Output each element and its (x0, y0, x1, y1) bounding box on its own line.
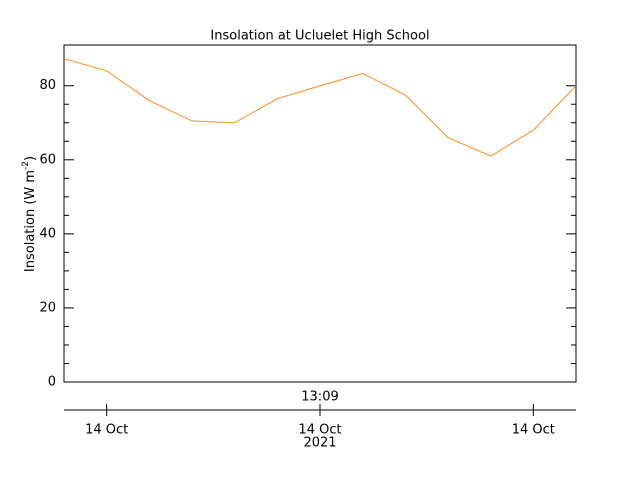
y-tick-label: 40 (39, 226, 56, 241)
y-tick-label: 60 (39, 152, 56, 167)
y-label-text: Insolation (W m (23, 170, 38, 272)
x-tick-label: 14 Oct (298, 423, 341, 438)
x-tick-label: 14 Oct (512, 423, 555, 438)
line-series (63, 58, 577, 157)
y-label-close: ) (23, 156, 38, 161)
y-tick-label: 20 (39, 300, 56, 315)
x-tick-label: 14 Oct (85, 423, 128, 438)
y-label-exponent: -2 (21, 161, 31, 170)
chart-title: Insolation at Ucluelet High School (210, 29, 429, 44)
plot-frame (63, 44, 577, 383)
y-tick-label: 80 (39, 78, 56, 93)
y-tick-label: 0 (48, 375, 56, 390)
time-label: 13:09 (301, 390, 338, 405)
year-label: 2021 (303, 436, 336, 451)
y-axis-label: Insolation (W m-2) (21, 156, 38, 272)
